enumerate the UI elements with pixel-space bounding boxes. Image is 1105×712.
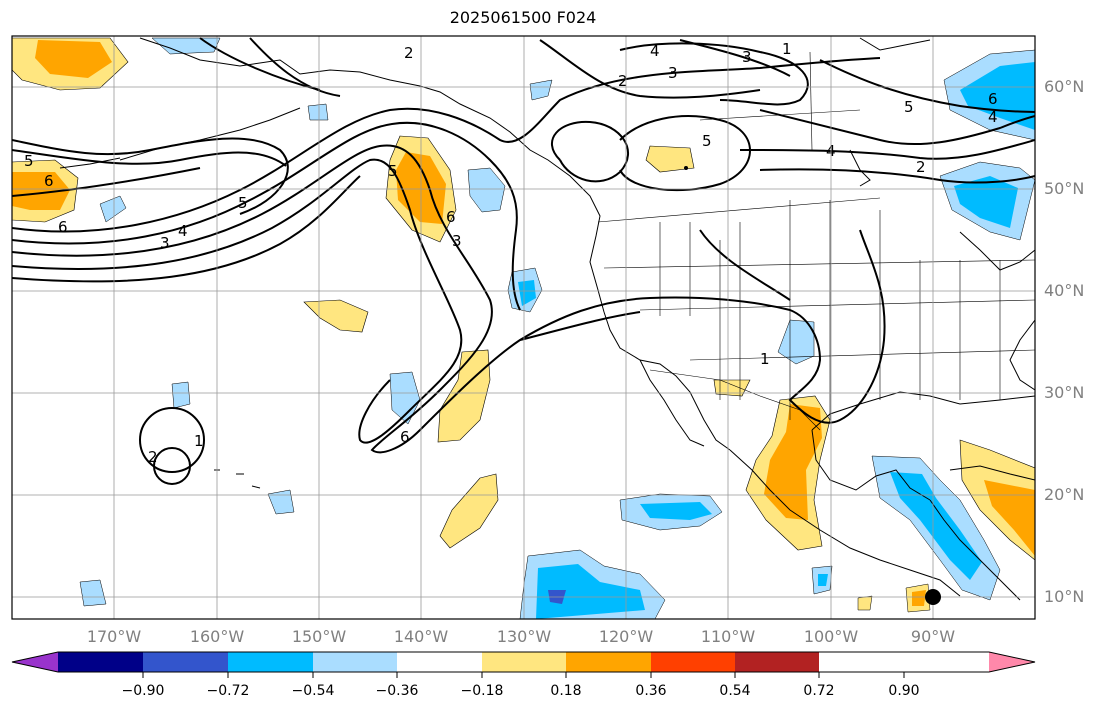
contour-label: 5 [388,162,398,180]
colorbar-segment [313,652,397,672]
lon-label: 110°W [700,627,756,646]
grid-layer [12,36,1035,619]
colorbar-segment [228,652,313,672]
lon-label: 90°W [910,627,956,646]
colorbar-segment [482,652,566,672]
colorbar-tick-label: −0.90 [121,683,165,699]
contour-label: 5 [904,98,914,116]
contour-label: 1 [760,350,770,368]
contour-label: 3 [160,234,170,252]
lon-label: 150°W [291,627,347,646]
lon-label: 100°W [803,627,859,646]
colorbar-segment [735,652,819,672]
colorbar-tick-label: −0.18 [460,683,504,699]
contour-layer [12,37,1035,485]
colorbar-tick-label: 0.72 [803,683,835,699]
colorbar-extend-high [989,652,1035,672]
colorbar-tick-label: −0.72 [206,683,250,699]
colorbar-extend-low [12,652,58,672]
colorbar-segment [651,652,735,672]
contour-label: 6 [988,90,998,108]
lat-label: 60°N [1044,77,1085,96]
colorbar-segment [566,652,651,672]
lat-label: 30°N [1044,383,1085,402]
lon-label: 130°W [496,627,552,646]
colorbar [11,651,1036,678]
lon-label: 120°W [598,627,654,646]
lat-label: 40°N [1044,281,1085,300]
colorbar-segment [397,652,482,672]
colorbar-tick-label: 0.36 [635,683,667,699]
lat-label: 20°N [1044,485,1085,504]
contour-label: 6 [446,208,456,226]
lat-label: 50°N [1044,179,1085,198]
contour-label: 5 [24,152,34,170]
contour-label: 2 [148,448,158,466]
contour-label: 6 [58,218,68,236]
colorbar-tick-label: −0.36 [375,683,419,699]
center-marker [684,166,688,170]
colorbar-tick-label: 0.90 [888,683,920,699]
coastline-layer [59,37,1035,601]
contour-label: 2 [404,44,414,62]
contour-label: 1 [782,40,792,58]
lat-label: 10°N [1044,587,1085,606]
contour-label: 6 [400,428,410,446]
map-title: 2025061500 F024 [449,8,597,27]
shaded-field-layer [12,37,1035,619]
map-frame [11,35,1036,620]
lon-label: 160°W [189,627,245,646]
contour-label-layer: 2 4 3 2 3 1 5 6 4 5 2 5 6 6 6 5 3 4 3 5 … [24,40,998,466]
contour-label: 4 [988,108,998,126]
contour-label: 5 [238,194,248,212]
lon-label: 170°W [86,627,142,646]
border-layer [597,51,1035,431]
colorbar-segment [143,652,228,672]
contour-label: 3 [452,232,462,250]
contour-label: 3 [668,64,678,82]
lon-label: 140°W [393,627,449,646]
contour-label: 3 [742,48,752,66]
contour-label: 4 [178,222,188,240]
contour-label: 2 [916,158,926,176]
colorbar-tick-label: 0.54 [719,683,751,699]
contour-label: 1 [194,432,204,450]
colorbar-segment [58,652,143,672]
colorbar-tick-label: 0.18 [550,683,582,699]
colorbar-tick-label: −0.54 [291,683,335,699]
contour-label: 2 [618,72,628,90]
contour-label: 5 [702,132,712,150]
station-marker [925,589,941,605]
contour-label: 6 [44,172,54,190]
contour-label: 4 [650,42,660,60]
